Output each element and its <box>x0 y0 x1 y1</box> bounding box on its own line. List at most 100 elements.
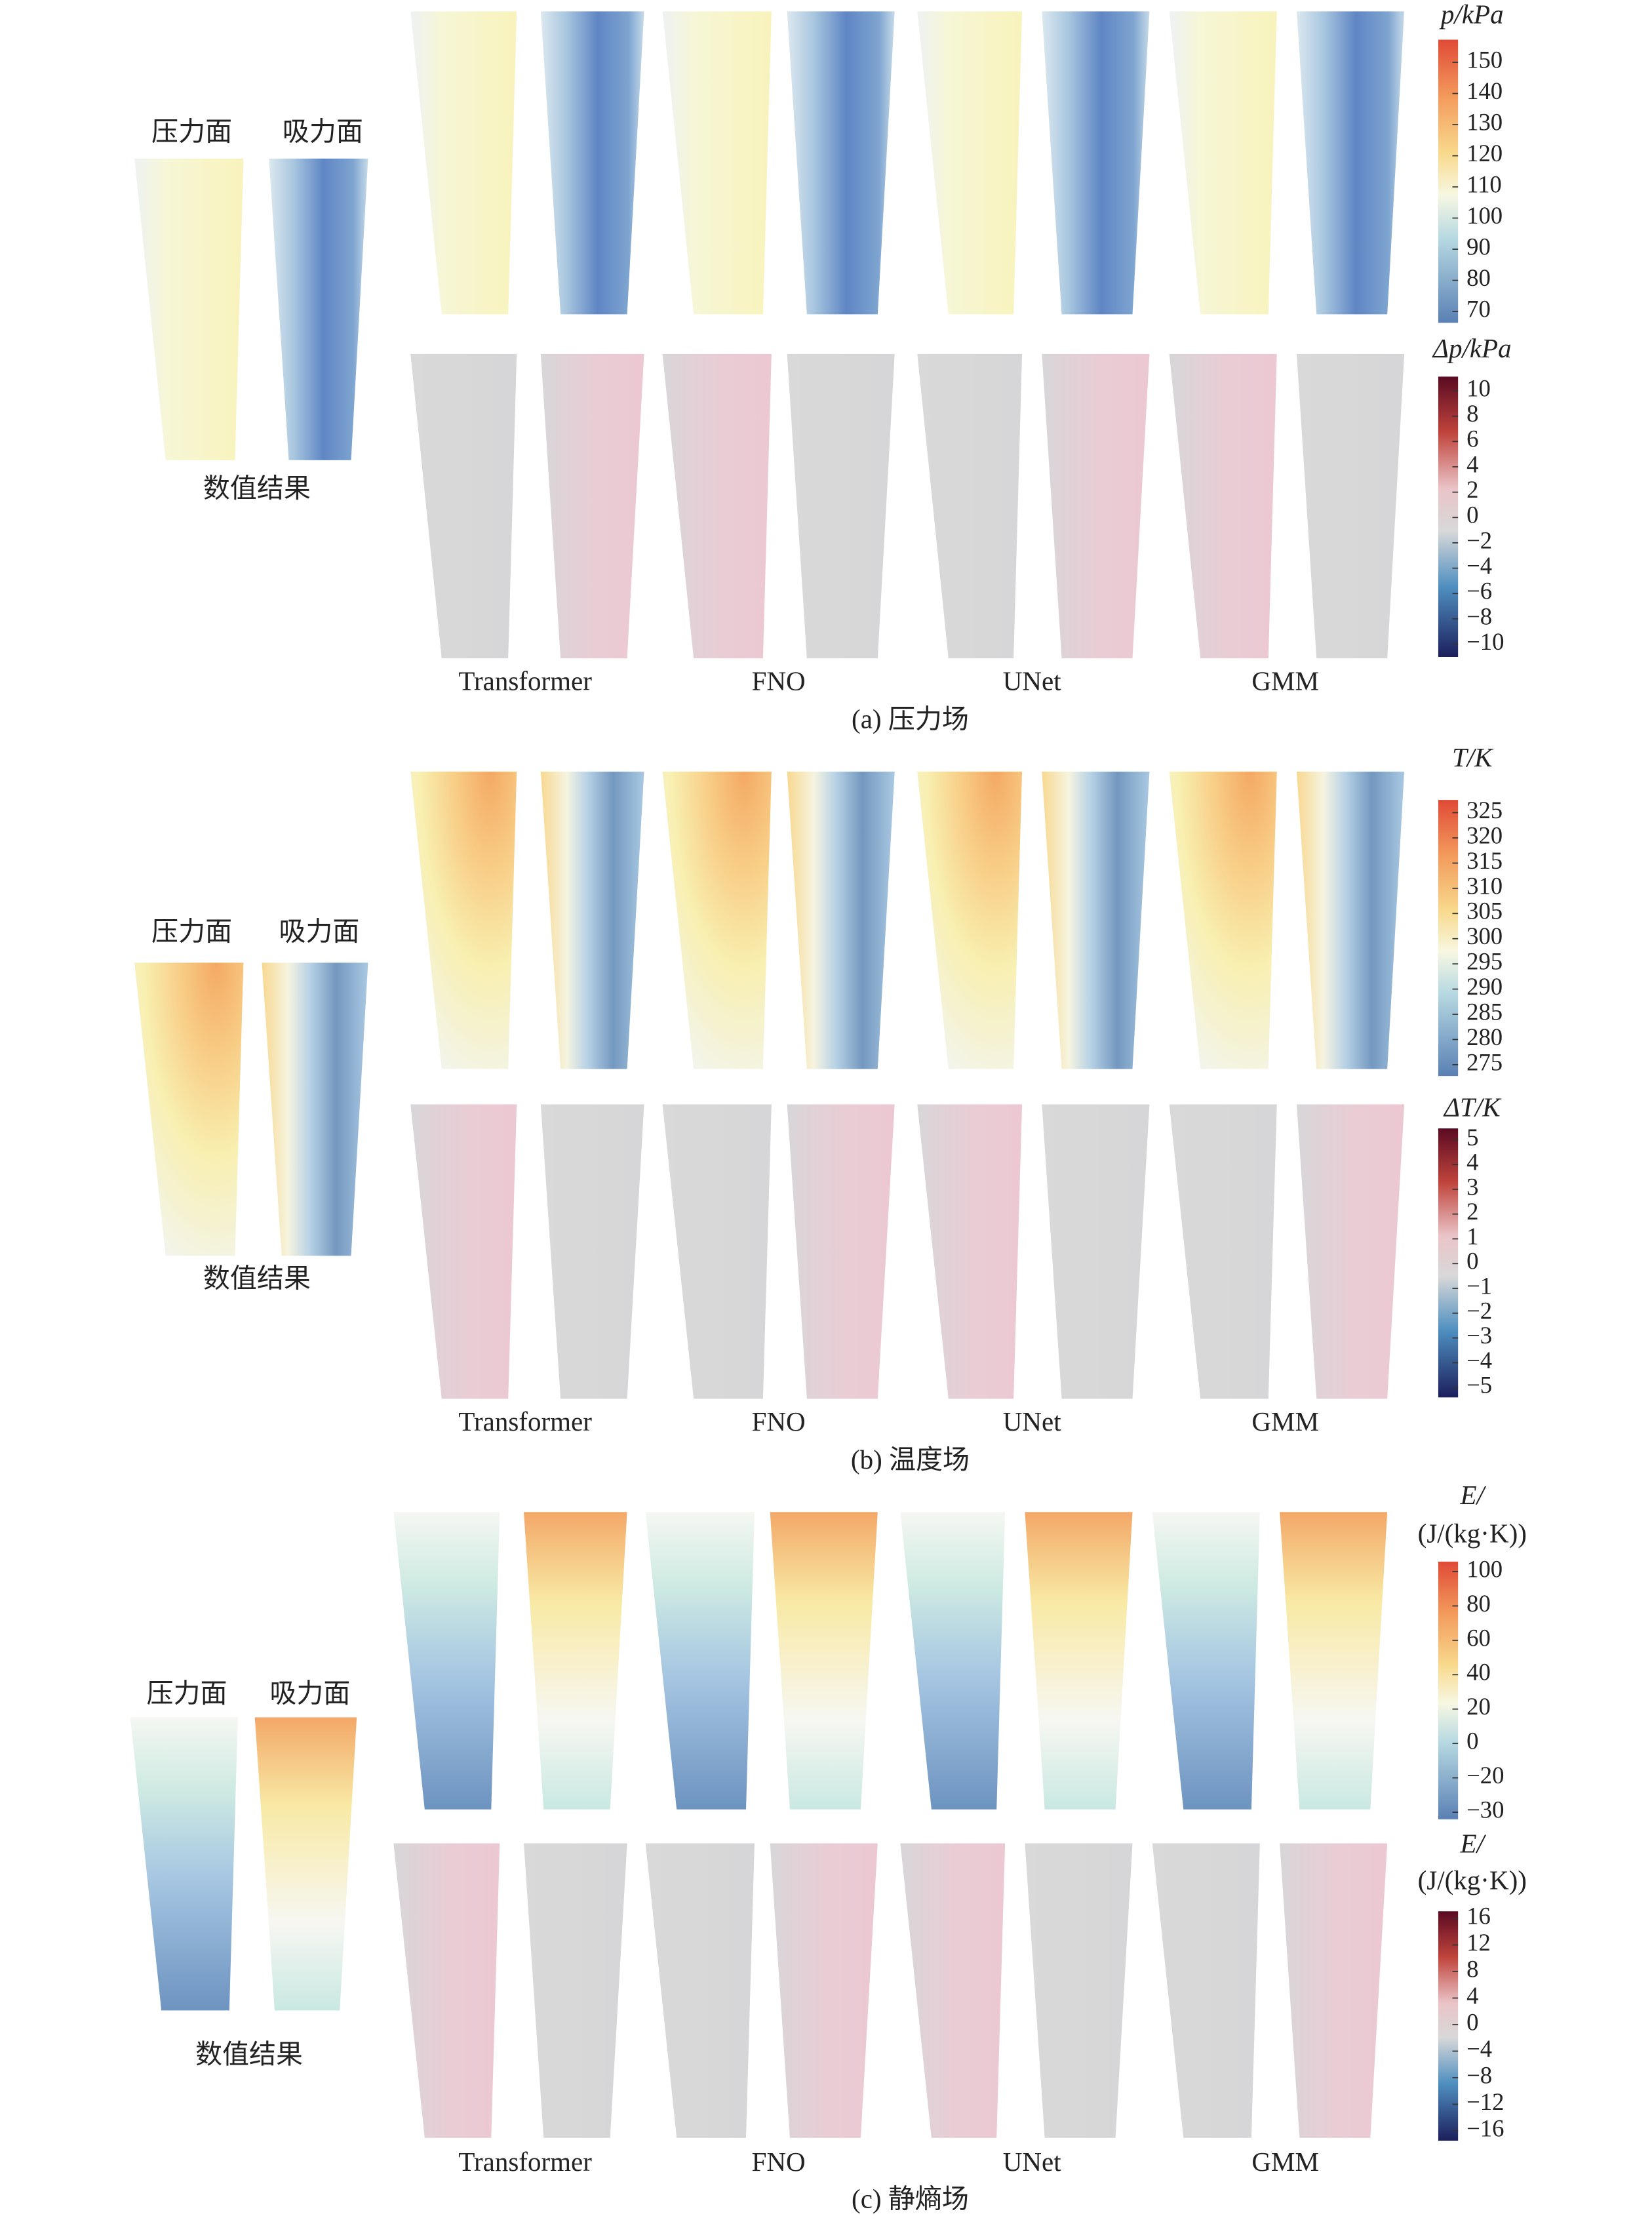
colorbar-tick-label: 8 <box>1466 400 1478 427</box>
blade-contour <box>645 1843 755 2138</box>
blade-contour <box>1042 11 1150 315</box>
colorbar-tick-label: 100 <box>1466 1555 1503 1582</box>
blade-contour <box>410 11 517 315</box>
blade-contour <box>662 771 772 1069</box>
colorbar-tick-label: 10 <box>1466 374 1491 401</box>
colorbar-tick-label: 325 <box>1466 797 1503 823</box>
colorbar-tick-label: 6 <box>1466 426 1478 452</box>
colorbar-tick-label: −8 <box>1466 603 1492 629</box>
reference-left-label: 压力面 <box>151 117 232 147</box>
colorbar-tick-label: 0 <box>1466 1248 1478 1275</box>
colorbar-tick-label: 20 <box>1466 1693 1491 1720</box>
blade-contour <box>540 1104 644 1399</box>
reference-caption: 数值结果 <box>203 1263 311 1294</box>
colorbar-title: p/kPa <box>1439 0 1504 29</box>
colorbar-tick-label: −6 <box>1466 578 1492 605</box>
colorbar-tick-label: 285 <box>1466 998 1503 1025</box>
colorbar-tick-label: 140 <box>1466 77 1503 104</box>
blade-contour <box>662 353 772 659</box>
blade-contour <box>1152 1512 1260 1810</box>
colorbar-tick-label: −8 <box>1466 2061 1492 2088</box>
panel-caption: (a) 压力场 <box>852 704 969 734</box>
blade-contour <box>134 158 244 460</box>
blade-contour <box>787 353 895 659</box>
colorbar-tick-label: 280 <box>1466 1023 1503 1050</box>
panel-caption: (b) 温度场 <box>851 1444 970 1475</box>
blade-contour <box>134 962 244 1256</box>
blade-contour <box>410 771 517 1069</box>
model-label: Transformer <box>458 1406 592 1437</box>
blade-contour <box>662 11 772 315</box>
colorbar-title: T/K <box>1452 742 1494 772</box>
colorbar-tick-label: 5 <box>1466 1124 1478 1151</box>
blade-contour <box>662 1104 772 1399</box>
colorbar-tick-label: 320 <box>1466 822 1503 848</box>
colorbar-tick-label: 16 <box>1466 1902 1491 1929</box>
colorbar-title: E/ <box>1460 1480 1487 1510</box>
colorbar <box>1438 1128 1459 1398</box>
model-label: UNet <box>1003 2147 1061 2177</box>
colorbar-tick-label: 120 <box>1466 140 1503 167</box>
reference-caption: 数值结果 <box>203 473 311 504</box>
blade-contour <box>1042 771 1150 1069</box>
blade-contour <box>393 1843 500 2138</box>
reference-left-label: 压力面 <box>147 1678 227 1708</box>
blade-contour <box>540 771 644 1069</box>
panel-caption: (c) 静熵场 <box>852 2183 969 2213</box>
blade-contour <box>393 1512 500 1810</box>
blade-contour <box>770 1843 878 2138</box>
blade-contour <box>1296 1104 1405 1399</box>
blade-contour <box>917 353 1023 659</box>
colorbar-tick-label: −12 <box>1466 2088 1504 2115</box>
blade-contour <box>917 771 1023 1069</box>
blade-contour <box>262 962 368 1256</box>
colorbar <box>1438 800 1459 1077</box>
colorbar-tick-label: 2 <box>1466 476 1478 503</box>
colorbar-title: E/ <box>1460 1828 1487 1858</box>
colorbar-title: (J/(kg·K)) <box>1418 1865 1527 1895</box>
blade-contour <box>1042 353 1150 659</box>
reference-right-label: 吸力面 <box>269 1678 350 1708</box>
colorbar-tick-label: 275 <box>1466 1048 1503 1075</box>
blade-contour <box>254 1717 357 2011</box>
blade-contour <box>1025 1512 1133 1810</box>
blade-contour <box>540 353 644 659</box>
model-label: UNet <box>1003 665 1061 696</box>
blade-contour <box>1296 771 1405 1069</box>
colorbar-tick-label: 60 <box>1466 1624 1491 1651</box>
blade-contour <box>917 11 1023 315</box>
colorbar-tick-label: −5 <box>1466 1372 1492 1398</box>
blade-contour <box>645 1512 755 1810</box>
model-label: FNO <box>752 1406 806 1437</box>
colorbar <box>1438 39 1459 323</box>
blade-contour <box>523 1843 627 2138</box>
colorbar-tick-label: 0 <box>1466 502 1478 528</box>
colorbar-tick-label: −30 <box>1466 1796 1504 1823</box>
blade-contour <box>787 771 895 1069</box>
model-label: FNO <box>752 665 806 696</box>
blade-contour <box>410 353 517 659</box>
colorbar-tick-label: 150 <box>1466 46 1503 73</box>
colorbar-tick-label: 0 <box>1466 1728 1478 1754</box>
blade-contour <box>770 1512 878 1810</box>
colorbar-tick-label: 4 <box>1466 1149 1478 1176</box>
model-label: FNO <box>752 2147 806 2177</box>
blade-contour <box>1280 1512 1388 1810</box>
colorbar-tick-label: 12 <box>1466 1929 1491 1956</box>
colorbar-tick-label: 70 <box>1466 296 1491 323</box>
blade-contour <box>900 1512 1006 1810</box>
model-label: Transformer <box>458 2147 592 2177</box>
colorbar-tick-label: 315 <box>1466 847 1503 874</box>
colorbar-tick-label: 130 <box>1466 108 1503 135</box>
model-label: GMM <box>1251 1406 1319 1437</box>
colorbar-tick-label: 3 <box>1466 1173 1478 1200</box>
blade-contour <box>917 1104 1023 1399</box>
colorbar-title: Δp/kPa <box>1432 333 1512 363</box>
blade-contour <box>410 1104 517 1399</box>
colorbar-tick-label: −16 <box>1466 2114 1504 2141</box>
reference-caption: 数值结果 <box>195 2039 303 2069</box>
blade-contour <box>787 1104 895 1399</box>
colorbar <box>1438 1561 1459 1819</box>
colorbar-tick-label: 8 <box>1466 1955 1478 1982</box>
